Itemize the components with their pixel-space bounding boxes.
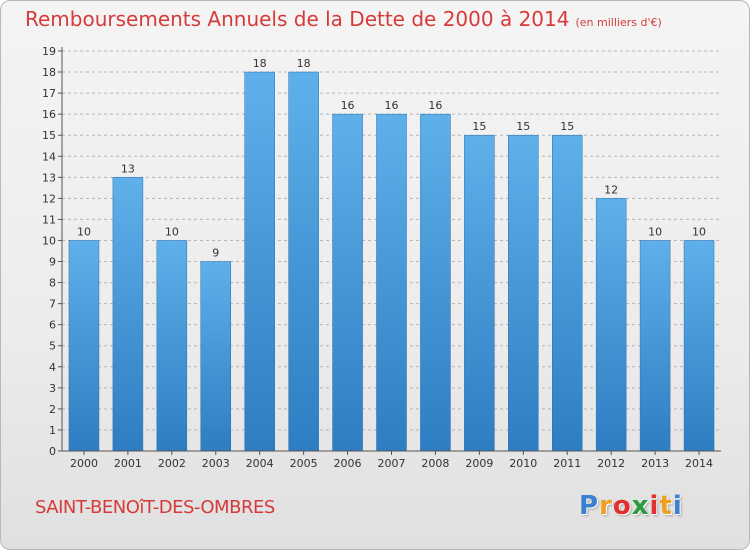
data-label: 15 [472, 120, 486, 133]
x-tick-label: 2009 [465, 457, 493, 470]
logo-letter: x [631, 491, 650, 521]
data-label: 9 [212, 247, 219, 260]
x-tick-label: 2014 [685, 457, 713, 470]
y-tick-label: 17 [42, 87, 56, 100]
y-tick-label: 6 [49, 319, 56, 332]
y-tick-label: 4 [49, 361, 56, 374]
bar [156, 240, 188, 452]
town-name: SAINT-BENOîT-DES-OMBRES [35, 497, 275, 518]
x-tick-label: 2013 [641, 457, 669, 470]
y-tick-label: 3 [49, 382, 56, 395]
bar [595, 198, 627, 452]
labels: 0123456789101112131415161718191020001320… [42, 45, 713, 470]
axes [58, 47, 721, 455]
bar [200, 261, 232, 452]
bar [508, 134, 539, 452]
bar [332, 113, 363, 452]
logo-letter: r [599, 491, 613, 521]
logo-letter: i [649, 491, 660, 521]
y-tick-label: 12 [42, 192, 56, 205]
data-label: 18 [297, 57, 311, 70]
logo-letter: o [612, 491, 632, 521]
y-tick-label: 18 [42, 66, 56, 79]
data-label: 16 [341, 99, 355, 112]
data-label: 12 [604, 183, 618, 196]
y-tick-label: 19 [42, 45, 56, 58]
chart-title-text: Remboursements Annuels de la Dette de 20… [25, 7, 570, 31]
data-label: 10 [77, 225, 91, 238]
bar [112, 177, 144, 452]
x-tick-label: 2000 [70, 457, 98, 470]
bar [376, 113, 407, 452]
bar [288, 71, 319, 452]
x-tick-label: 2010 [509, 457, 537, 470]
x-tick-label: 2012 [597, 457, 625, 470]
logo-letter: t [659, 491, 673, 521]
data-label: 10 [692, 225, 706, 238]
y-tick-label: 7 [49, 298, 56, 311]
bar [551, 134, 583, 452]
y-tick-label: 16 [42, 108, 56, 121]
bar [68, 240, 100, 452]
y-tick-label: 11 [42, 213, 56, 226]
bar [683, 240, 715, 452]
bar [244, 71, 275, 452]
data-label: 15 [560, 120, 574, 133]
x-tick-label: 2011 [553, 457, 581, 470]
data-label: 18 [253, 57, 267, 70]
x-tick-label: 2001 [114, 457, 142, 470]
x-tick-label: 2005 [290, 457, 318, 470]
bar [464, 134, 495, 452]
x-tick-label: 2004 [246, 457, 274, 470]
data-label: 16 [385, 99, 399, 112]
data-label: 10 [648, 225, 662, 238]
chart-subtitle: (en milliers d'€) [575, 16, 662, 29]
chart-title: Remboursements Annuels de la Dette de 20… [25, 7, 662, 31]
y-tick-label: 1 [49, 424, 56, 437]
bar [420, 113, 451, 452]
y-tick-label: 9 [49, 256, 56, 269]
y-tick-label: 5 [49, 340, 56, 353]
y-tick-label: 10 [42, 234, 56, 247]
proxiti-logo[interactable]: Proxiti [579, 491, 683, 521]
data-label: 10 [165, 225, 179, 238]
bar [639, 240, 671, 452]
data-label: 15 [516, 120, 530, 133]
y-tick-label: 0 [49, 445, 56, 458]
logo-letter: i [672, 491, 683, 521]
logo-letter: P [579, 491, 600, 521]
y-tick-label: 13 [42, 171, 56, 184]
y-tick-label: 14 [42, 150, 56, 163]
data-label: 16 [428, 99, 442, 112]
x-tick-label: 2002 [158, 457, 186, 470]
x-tick-label: 2007 [378, 457, 406, 470]
x-tick-label: 2003 [202, 457, 230, 470]
x-tick-label: 2008 [421, 457, 449, 470]
y-tick-label: 8 [49, 277, 56, 290]
bars [68, 71, 715, 452]
data-label: 13 [121, 162, 135, 175]
y-tick-label: 2 [49, 403, 56, 416]
y-tick-label: 15 [42, 129, 56, 142]
x-tick-label: 2006 [334, 457, 362, 470]
